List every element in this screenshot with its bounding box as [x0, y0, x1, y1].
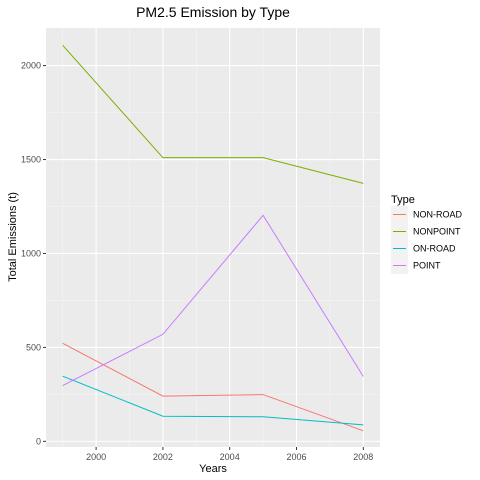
x-tick-label: 2002: [153, 452, 173, 462]
y-tick-label: 1000: [21, 248, 41, 258]
legend-title: Type: [391, 194, 415, 206]
major-gridlines: [46, 28, 380, 447]
x-tick-label: 2008: [353, 452, 373, 462]
y-tick-label: 1500: [21, 155, 41, 165]
series-line-point: [62, 214, 364, 387]
y-tick-label: 500: [26, 342, 41, 352]
y-tick-label: 0: [36, 436, 41, 446]
minor-gridlines: [46, 28, 380, 447]
x-axis-title: Years: [199, 463, 227, 475]
chart-title: PM2.5 Emission by Type: [136, 4, 290, 20]
series-line-non-road: [62, 342, 364, 432]
x-tick-label: 2006: [286, 452, 306, 462]
y-tick-label: 2000: [21, 61, 41, 71]
x-tick-label: 2000: [86, 452, 106, 462]
x-tick-label: 2004: [220, 452, 240, 462]
legend-label-on-road: ON-ROAD: [413, 244, 456, 254]
y-axis: 0 500 1000 1500 2000: [21, 61, 46, 446]
y-axis-title: Total Emissions (t): [7, 192, 19, 282]
series-line-nonpoint: [62, 44, 364, 184]
series-lines: [62, 44, 364, 432]
series-line-on-road: [62, 375, 364, 426]
legend-label-point: POINT: [413, 261, 441, 271]
legend-label-non-road: NON-ROAD: [413, 210, 462, 220]
legend: Type NON-ROAD NONPOINT ON-ROAD POINT: [391, 194, 462, 274]
plot-panel: [46, 28, 380, 447]
legend-label-nonpoint: NONPOINT: [413, 227, 461, 237]
x-axis: 2000 2002 2004 2006 2008: [86, 447, 373, 462]
